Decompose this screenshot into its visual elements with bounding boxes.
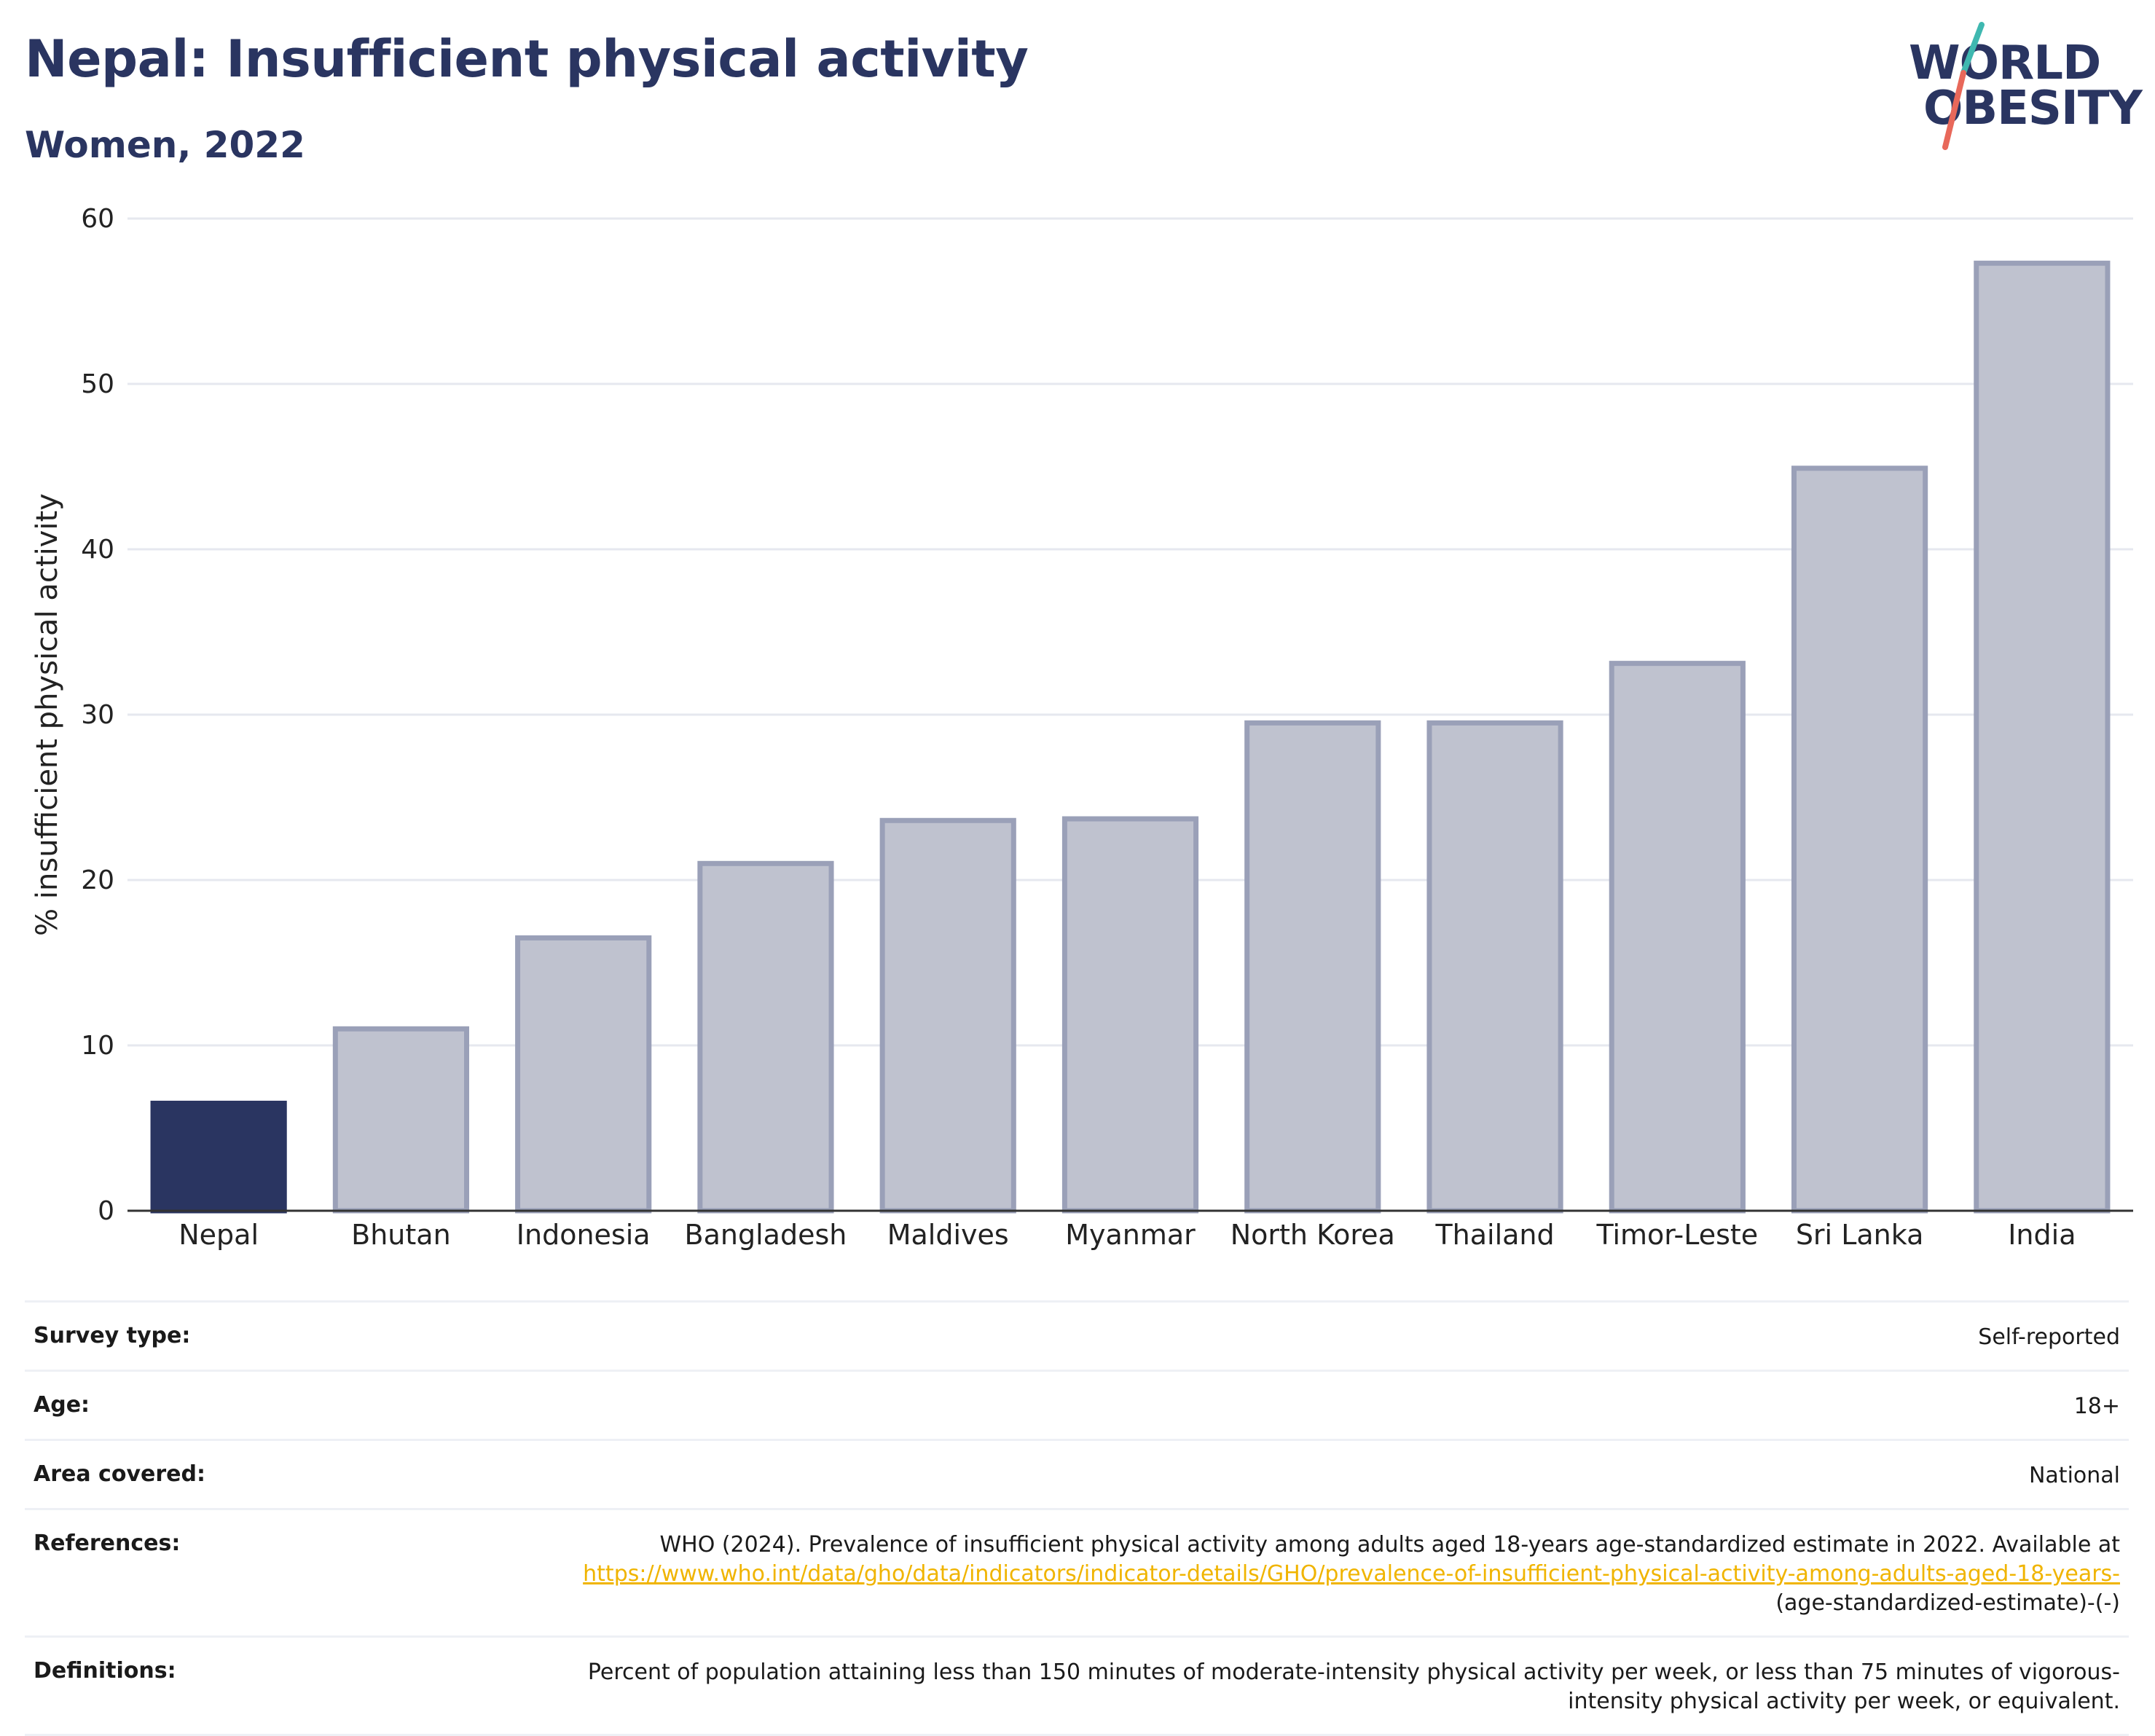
bar-bhutan[interactable] — [332, 1026, 470, 1214]
meta-key: Survey type: — [34, 1323, 191, 1348]
x-tick-label: Indonesia — [517, 1219, 651, 1251]
y-tick-label: 60 — [81, 204, 114, 234]
meta-key: Definitions: — [34, 1658, 176, 1684]
meta-value: Percent of population attaining less tha… — [587, 1660, 2120, 1714]
bar-north-korea[interactable] — [1244, 720, 1381, 1214]
x-tick-label: Myanmar — [1065, 1219, 1196, 1251]
meta-row-area-covered: Area covered: National — [25, 1439, 2129, 1508]
y-tick-label: 20 — [81, 865, 114, 895]
y-tick-label: 50 — [81, 369, 114, 399]
x-tick-label: Nepal — [178, 1219, 259, 1251]
meta-row-references: References: WHO (2024). Prevalence of in… — [25, 1508, 2129, 1635]
bar-sri-lanka[interactable] — [1791, 466, 1928, 1214]
meta-key: References: — [34, 1531, 181, 1556]
x-tick-label: North Korea — [1230, 1219, 1395, 1251]
meta-row-definitions: Definitions: Percent of population attai… — [25, 1635, 2129, 1736]
meta-row-survey-type: Survey type: Self-reported — [25, 1300, 2129, 1370]
x-tick-label: Thailand — [1434, 1219, 1554, 1251]
meta-key: Area covered: — [34, 1461, 205, 1487]
bar-india[interactable] — [1974, 260, 2111, 1214]
y-tick-label: 40 — [81, 535, 114, 565]
bar-chart: 0 10 20 30 40 50 60 Nepal Bhutan Indonesia Bangla… — [31, 204, 2133, 1251]
x-axis-labels: Nepal Bhutan Indonesia Bangladesh Maldives My… — [178, 1219, 2076, 1251]
bar-timor-leste[interactable] — [1609, 661, 1746, 1214]
y-tick-label: 0 — [98, 1196, 114, 1226]
meta-key: Age: — [34, 1392, 90, 1418]
meta-value: National — [2028, 1463, 2120, 1488]
meta-value: 18+ — [2073, 1394, 2120, 1419]
bar-thailand[interactable] — [1426, 720, 1563, 1214]
y-axis-ticks: 0 10 20 30 40 50 60 — [81, 204, 114, 1226]
y-tick-label: 10 — [81, 1031, 114, 1061]
bar-myanmar[interactable] — [1061, 816, 1199, 1214]
meta-row-age: Age: 18+ — [25, 1370, 2129, 1439]
x-tick-label: Bangladesh — [685, 1219, 847, 1251]
x-tick-label: Bhutan — [351, 1219, 451, 1251]
bar-indonesia[interactable] — [515, 935, 652, 1214]
y-tick-label: 30 — [81, 700, 114, 730]
chart-subtitle: Women, 2022 — [25, 124, 305, 166]
meta-value: Self-reported — [1978, 1324, 2120, 1350]
reference-suffix: (age-standardized-estimate)-(-) — [1775, 1590, 2120, 1616]
x-tick-label: Timor-Leste — [1595, 1219, 1758, 1251]
x-tick-label: Maldives — [887, 1219, 1009, 1251]
chart-title: Nepal: Insufficient physical activity — [25, 29, 1029, 89]
x-tick-label: Sri Lanka — [1796, 1219, 1924, 1251]
bars — [150, 260, 2111, 1214]
reference-link[interactable]: https://www.who.int/data/gho/data/indica… — [583, 1561, 2120, 1587]
meta-value: WHO (2024). Prevalence of insufficient p… — [545, 1510, 2129, 1635]
x-tick-label: India — [2008, 1219, 2076, 1251]
bar-bangladesh[interactable] — [697, 860, 834, 1214]
bar-nepal[interactable] — [150, 1100, 287, 1214]
logo-line-1: WORLD — [1909, 36, 2101, 90]
bar-maldives[interactable] — [879, 817, 1016, 1214]
reference-text: WHO (2024). Prevalence of insufficient p… — [659, 1532, 2120, 1558]
y-axis-title: % insufficient physical activity — [31, 493, 64, 936]
metadata-table: Survey type: Self-reported Age: 18+ Area… — [25, 1300, 2129, 1736]
logo-slash-icon — [1942, 22, 1985, 150]
world-obesity-logo[interactable]: WORLD OBESITY — [1901, 22, 2143, 153]
